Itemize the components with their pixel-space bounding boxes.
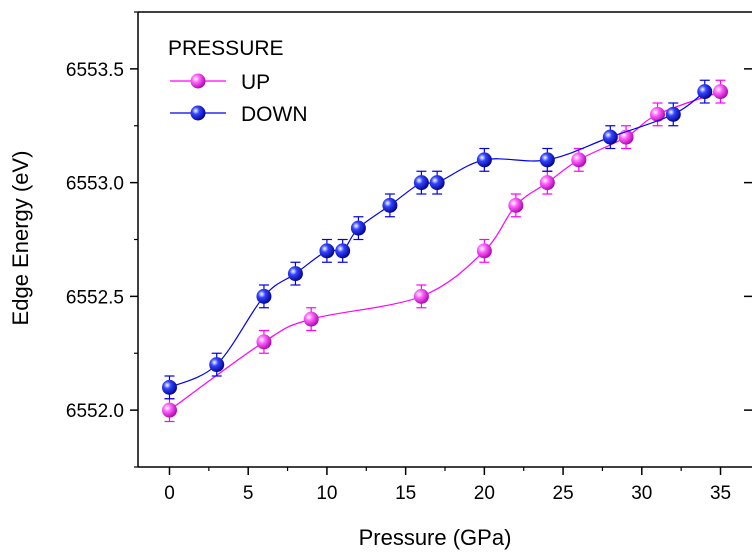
data-point-up	[571, 152, 587, 168]
series-down	[161, 79, 713, 400]
legend-entry-up: UP	[170, 71, 270, 94]
legend-entry-down: DOWN	[170, 103, 308, 126]
data-point-down	[287, 266, 303, 282]
x-tick-label: 20	[474, 483, 495, 504]
series-up	[161, 79, 729, 423]
y-tick-label: 6553.5	[66, 60, 124, 81]
x-tick-label: 25	[553, 483, 574, 504]
y-tick-label: 6552.5	[66, 287, 124, 308]
data-point-down	[539, 152, 555, 168]
data-point-down	[209, 357, 225, 373]
x-tick-label: 5	[243, 483, 254, 504]
data-point-down	[476, 152, 492, 168]
data-point-down	[429, 175, 445, 191]
series-up-line	[169, 91, 721, 411]
x-tick-label: 15	[395, 483, 416, 504]
y-tick-label: 6552.0	[66, 401, 124, 422]
data-point-up	[508, 197, 524, 213]
y-axis-title: Edge Energy (eV)	[8, 151, 33, 326]
data-point-up	[303, 311, 319, 327]
data-point-up	[256, 334, 272, 350]
data-point-down	[319, 243, 335, 259]
data-point-down	[335, 243, 351, 259]
data-point-down	[350, 220, 366, 236]
data-point-down	[665, 106, 681, 122]
data-point-up	[713, 84, 729, 100]
data-point-down	[256, 288, 272, 304]
legend-title: PRESSURE	[168, 37, 284, 60]
data-point-up	[650, 106, 666, 122]
data-point-down	[413, 175, 429, 191]
y-tick-label: 6553.0	[66, 174, 124, 195]
legend-label-up: UP	[241, 71, 270, 94]
data-point-down	[161, 379, 177, 395]
data-point-up	[161, 402, 177, 418]
data-point-up	[476, 243, 492, 259]
data-point-up	[539, 175, 555, 191]
data-point-up	[413, 288, 429, 304]
legend-marker-down	[190, 105, 206, 121]
data-point-down	[602, 129, 618, 145]
legend-label-down: DOWN	[241, 103, 308, 126]
x-tick-label: 35	[710, 483, 731, 504]
x-tick-label: 30	[631, 483, 652, 504]
x-tick-label: 0	[164, 483, 175, 504]
x-axis-title: Pressure (GPa)	[359, 525, 512, 550]
legend-marker-up	[190, 73, 206, 89]
data-point-down	[382, 197, 398, 213]
x-tick-label: 10	[316, 483, 337, 504]
data-point-down	[697, 84, 713, 100]
